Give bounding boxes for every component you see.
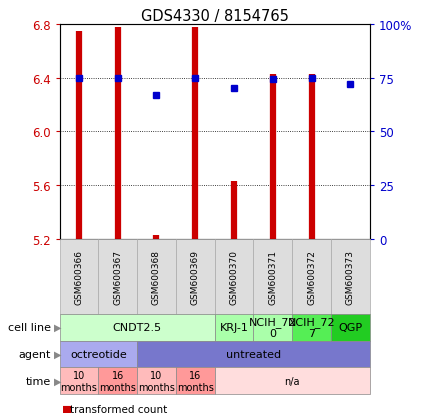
Text: GSM600373: GSM600373 (346, 249, 355, 304)
Text: 16
months: 16 months (177, 370, 214, 392)
Bar (331, 314, 370, 341)
Text: n/a: n/a (284, 376, 300, 386)
Text: GSM600371: GSM600371 (268, 249, 277, 304)
Bar (60, 368, 98, 394)
Text: NCIH_72
0: NCIH_72 0 (249, 316, 297, 339)
Bar (331, 240, 370, 314)
Text: cell line: cell line (8, 322, 51, 332)
Bar (215, 240, 253, 314)
Title: GDS4330 / 8154765: GDS4330 / 8154765 (141, 9, 289, 24)
Bar (215, 314, 253, 341)
Bar (137, 240, 176, 314)
Bar (292, 314, 331, 341)
Text: untreated: untreated (226, 349, 281, 359)
Bar (253, 314, 292, 341)
Text: ▶: ▶ (54, 376, 61, 386)
Bar (137, 368, 176, 394)
Text: GSM600369: GSM600369 (191, 249, 200, 304)
Text: 10
months: 10 months (138, 370, 175, 392)
Text: CNDT2.5: CNDT2.5 (113, 322, 162, 332)
Text: 10
months: 10 months (60, 370, 97, 392)
Text: KRJ-1: KRJ-1 (220, 322, 249, 332)
Text: GSM600372: GSM600372 (307, 249, 316, 304)
Bar (176, 368, 215, 394)
Text: 16
months: 16 months (99, 370, 136, 392)
Text: ▶: ▶ (54, 349, 61, 359)
Text: octreotide: octreotide (70, 349, 127, 359)
Text: GSM600366: GSM600366 (74, 249, 83, 304)
Bar (292, 240, 331, 314)
Text: GSM600370: GSM600370 (230, 249, 238, 304)
Bar (60, 240, 98, 314)
Text: time: time (26, 376, 51, 386)
Text: GSM600367: GSM600367 (113, 249, 122, 304)
Bar (98, 240, 137, 314)
Bar (176, 240, 215, 314)
Text: ▶: ▶ (54, 322, 61, 332)
Text: transformed count: transformed count (70, 404, 167, 413)
Bar (253, 240, 292, 314)
Text: agent: agent (19, 349, 51, 359)
Bar (137, 341, 370, 368)
Text: GSM600368: GSM600368 (152, 249, 161, 304)
Bar (60, 341, 137, 368)
Bar (60, 314, 215, 341)
Text: ■: ■ (62, 404, 72, 413)
Bar (98, 368, 137, 394)
Bar (215, 368, 370, 394)
Text: QGP: QGP (338, 322, 363, 332)
Text: NCIH_72
7: NCIH_72 7 (288, 316, 335, 339)
